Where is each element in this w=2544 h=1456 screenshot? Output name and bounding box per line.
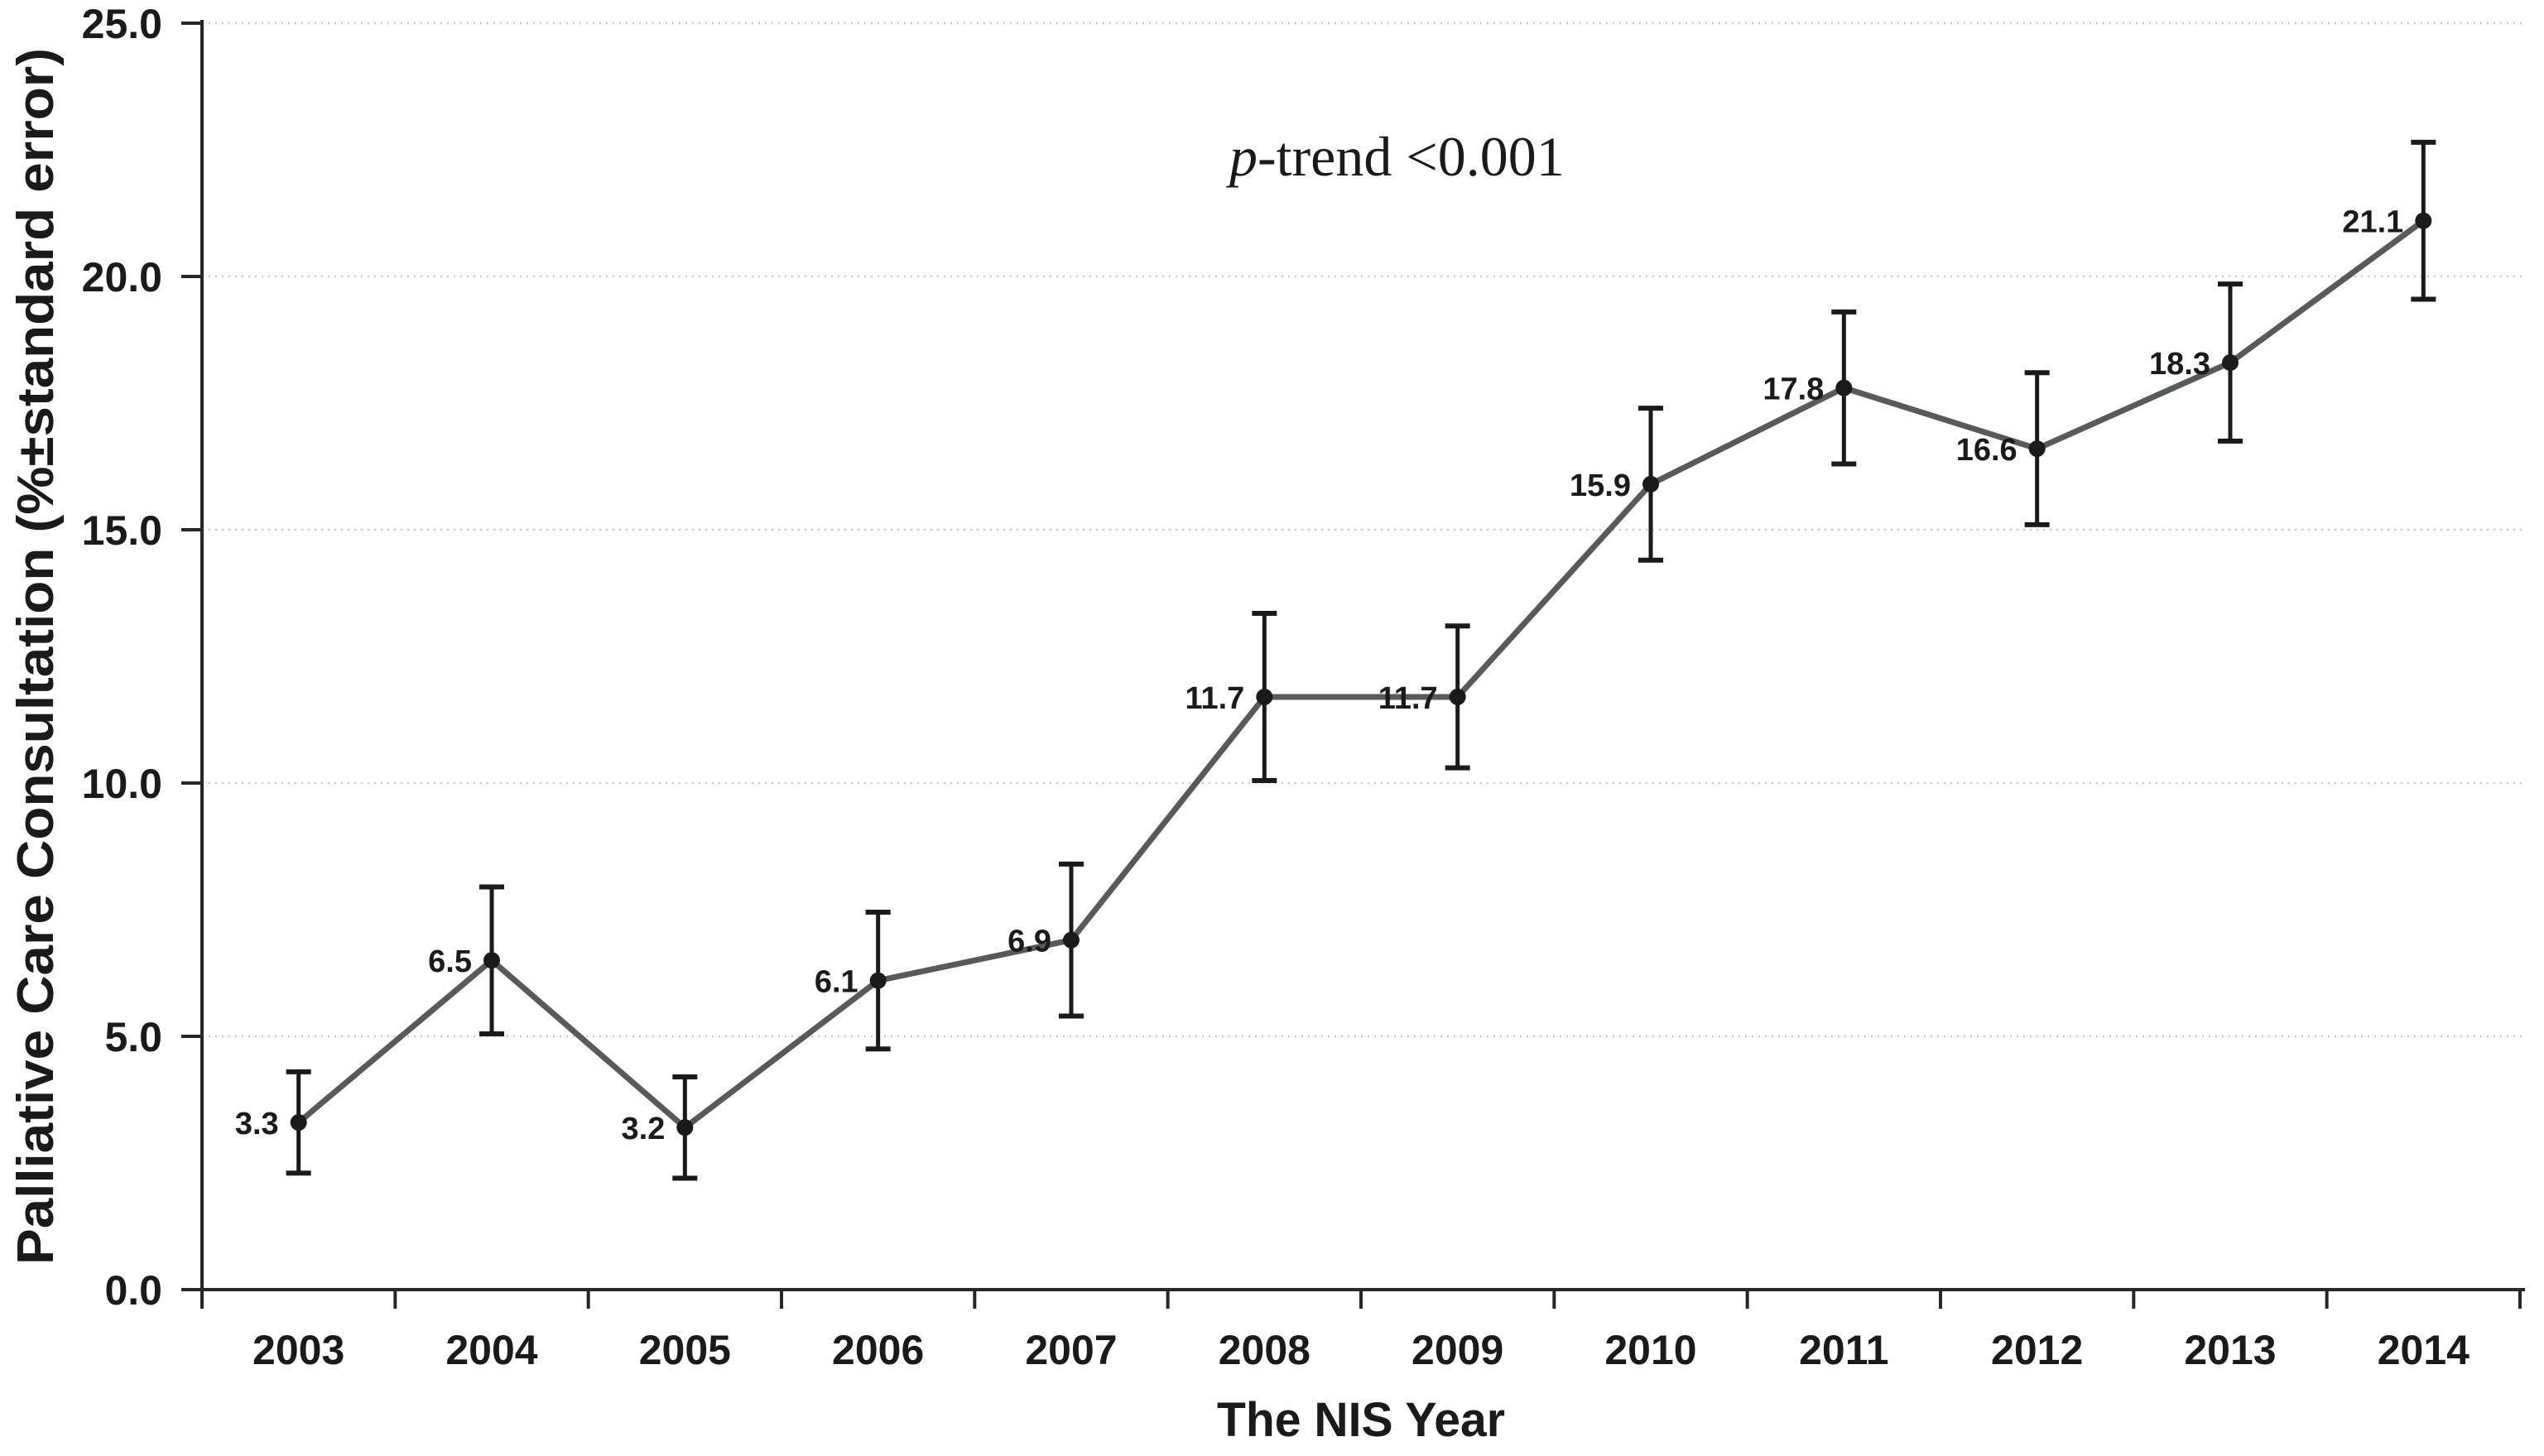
y-tick-label: 20.0	[82, 254, 162, 300]
series-line	[296, 218, 2426, 1131]
x-tick-label: 2011	[1799, 1327, 1888, 1373]
data-label: 6.1	[815, 965, 858, 1000]
data-point-marker	[2028, 440, 2046, 458]
data-label: 6.5	[428, 944, 472, 979]
x-tick-label: 2013	[2184, 1327, 2276, 1373]
data-label: 3.3	[235, 1107, 279, 1141]
trend-line	[296, 218, 2426, 1131]
data-labels: 3.3 6.5 3.2 6.1 6.9 11.7 11.7 15.9 17.8 16.6 18.3 2…	[235, 205, 2403, 1146]
p-trend-annotation-text: -trend <0.001	[1258, 125, 1565, 188]
data-point-marker	[483, 952, 500, 969]
axes	[181, 20, 2525, 1309]
y-axis-tick-labels: 0.0 5.0 10.0 15.0 20.0 25.0	[82, 1, 162, 1314]
data-point-marker	[290, 1114, 307, 1132]
y-tick-label: 10.0	[82, 761, 162, 807]
x-tick-label: 2005	[639, 1327, 731, 1373]
data-point-marker	[1449, 688, 1466, 705]
p-trend-annotation-italic-p: p	[1226, 125, 1258, 188]
x-tick-label: 2008	[1219, 1327, 1310, 1373]
x-tick-label: 2010	[1604, 1327, 1696, 1373]
x-tick-label: 2004	[445, 1327, 537, 1373]
data-point-marker	[1835, 379, 1853, 396]
data-point-marker	[2222, 354, 2239, 372]
x-axis-tick-labels: 2003 2004 2005 2006 2007 2008 2009 2010 2011 2012…	[252, 1327, 2469, 1373]
x-tick-label: 2006	[832, 1327, 924, 1373]
data-point-marker	[1256, 688, 1273, 705]
data-label: 15.9	[1570, 469, 1631, 503]
y-tick-label: 15.0	[82, 507, 162, 554]
data-label: 3.2	[622, 1112, 666, 1146]
data-label: 17.8	[1763, 372, 1824, 407]
data-label: 6.9	[1008, 925, 1051, 959]
y-tick-label: 25.0	[82, 1, 162, 47]
data-point-marker	[869, 972, 887, 989]
x-tick-label: 2009	[1411, 1327, 1503, 1373]
data-label: 18.3	[2149, 347, 2210, 382]
y-tick-label: 0.0	[104, 1267, 162, 1314]
x-tick-label: 2003	[252, 1327, 344, 1373]
x-tick-label: 2012	[1991, 1327, 2083, 1373]
data-point-markers	[290, 212, 2432, 1136]
x-axis-title: The NIS Year	[1217, 1393, 1505, 1447]
x-tick-label: 2007	[1025, 1327, 1117, 1373]
data-label: 16.6	[1956, 433, 2017, 468]
data-point-marker	[1063, 931, 1080, 949]
data-point-marker	[676, 1119, 694, 1136]
data-label: 21.1	[2342, 205, 2403, 240]
x-tick-label: 2014	[2378, 1327, 2469, 1373]
data-label: 11.7	[1378, 681, 1438, 716]
error-bars	[286, 139, 2436, 1181]
y-tick-label: 5.0	[104, 1014, 162, 1060]
p-trend-annotation: p-trend <0.001	[1226, 125, 1565, 188]
data-label: 11.7	[1185, 681, 1244, 716]
data-point-marker	[2415, 212, 2432, 229]
y-axis-title: Palliative Care Consultation (%±standard…	[7, 48, 65, 1265]
data-point-marker	[1642, 475, 1659, 493]
